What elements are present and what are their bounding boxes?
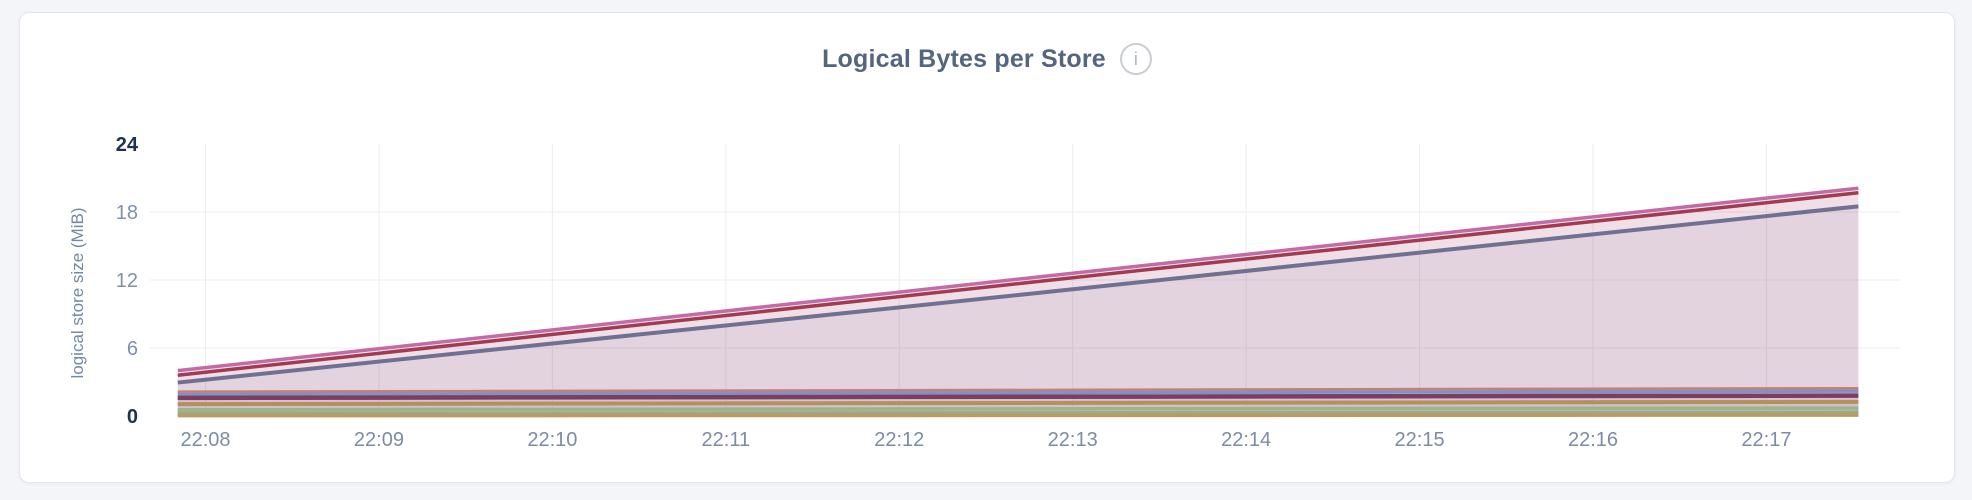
series-area-store-crimson-rising [177, 192, 1859, 416]
series-line-store-crimson-rising [177, 190, 1859, 377]
chart-title: Logical Bytes per Store [822, 44, 1106, 73]
series-line-store-tan-flat [177, 399, 1859, 407]
series-line-store-sage-flat [177, 406, 1859, 412]
y-tick-label: 6 [127, 338, 138, 360]
x-tick-label: 22:08 [180, 429, 230, 451]
y-tick-label: 24 [116, 134, 139, 156]
series-area-store-slate-rising [177, 206, 1859, 416]
y-tick-label: 12 [116, 270, 138, 292]
series-line-store-slate-rising [177, 204, 1859, 385]
series-area-store-pink-rising [177, 188, 1859, 416]
x-tick-label: 22:14 [1221, 429, 1271, 451]
series-line-store-pink-rising [177, 186, 1859, 373]
x-tick-label: 22:11 [702, 429, 751, 451]
x-tick-label: 22:16 [1568, 429, 1618, 451]
x-tick-label: 22:10 [527, 429, 577, 451]
y-tick-label: 18 [116, 202, 138, 224]
chart-header: Logical Bytes per Store i [20, 43, 1954, 75]
series-line-store-plum-flat [177, 393, 1859, 401]
info-icon-glyph: i [1133, 48, 1138, 69]
series-line-store-sage-2-flat [177, 410, 1859, 415]
x-tick-label: 22:13 [1048, 429, 1098, 451]
series-line-store-salmon-flat [177, 386, 1859, 393]
series-line-store-tan-2-flat [177, 412, 1859, 418]
x-tick-label: 22:12 [874, 429, 924, 451]
x-tick-label: 22:09 [354, 429, 404, 451]
x-tick-label: 22:17 [1741, 429, 1791, 451]
info-icon[interactable]: i [1119, 43, 1152, 75]
y-tick-label: 0 [127, 406, 138, 428]
x-tick-label: 22:15 [1395, 429, 1445, 451]
series-line-store-steel-blue-flat [177, 389, 1859, 397]
